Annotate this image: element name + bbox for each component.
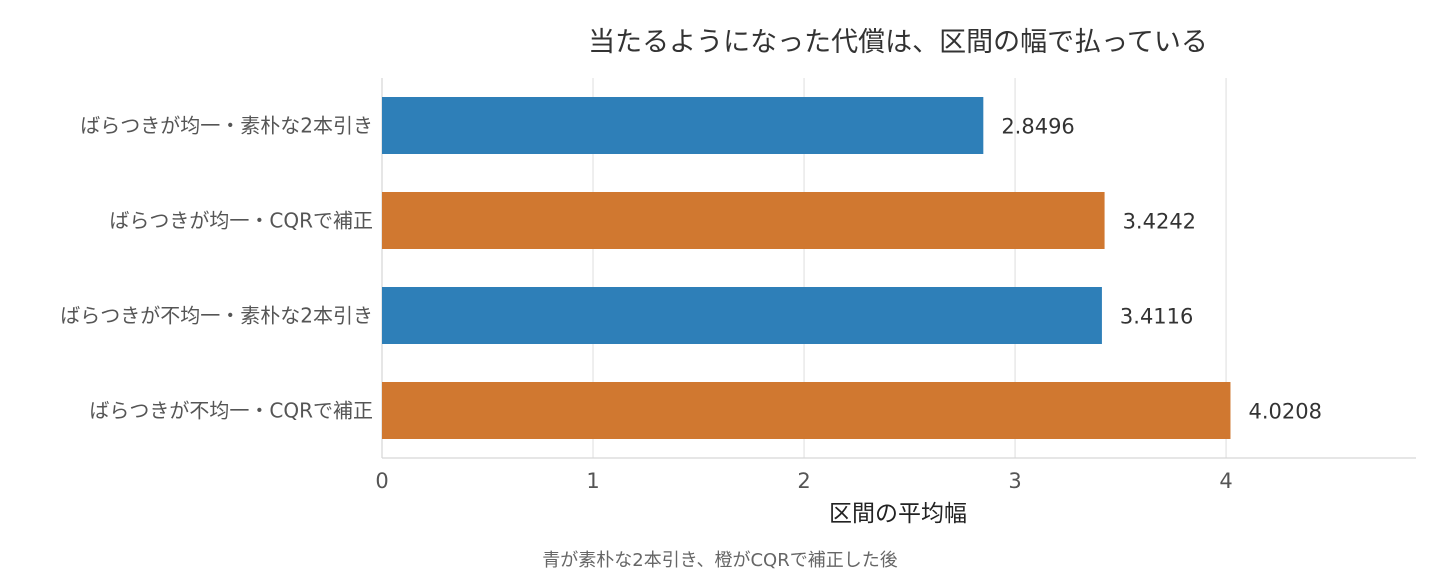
bar [382,97,984,154]
x-tick-label: 0 [375,469,388,493]
bar-value-label: 2.8496 [1001,115,1074,139]
bar-value-label: 3.4116 [1120,305,1193,329]
x-tick-label: 1 [586,469,599,493]
x-tick-label: 4 [1219,469,1232,493]
bar-value-label: 4.0208 [1248,400,1321,424]
category-label: ばらつきが均一・素朴な2本引き [80,114,373,138]
chart-title: 当たるようになった代償は、区間の幅で払っている [588,27,1208,58]
x-tick-label: 2 [797,469,810,493]
x-axis-label: 区間の平均幅 [829,501,967,527]
x-tick-label: 3 [1008,469,1021,493]
bar-value-label: 3.4242 [1123,210,1196,234]
category-label: ばらつきが不均一・CQRで補正 [89,399,373,423]
bar [382,382,1231,439]
category-label: ばらつきが均一・CQRで補正 [109,209,373,233]
category-label: ばらつきが不均一・素朴な2本引き [60,304,373,328]
bar [382,192,1105,249]
chart-caption: 青が素朴な2本引き、橙がCQRで補正した後 [542,550,898,571]
bar [382,287,1102,344]
